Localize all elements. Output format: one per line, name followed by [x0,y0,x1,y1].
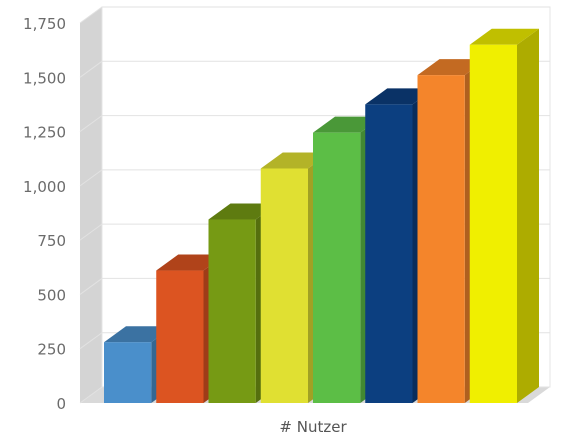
y-tick-label: 0 [56,395,66,413]
bar-top [104,326,174,343]
bar-top [260,152,330,169]
bar-front [365,104,413,403]
gridline [79,6,550,24]
y-axis: 0 250 500 750 1,000 1,250 1,500 1,750 [23,15,66,413]
bar-front [156,270,204,403]
bar-top [313,116,383,133]
bars [104,28,539,404]
bar-top [417,59,487,76]
y-tick-label: 1,250 [23,124,66,142]
x-axis-label: # Nutzer [279,418,347,436]
y-tick-label: 1,500 [23,69,66,87]
bar-front [469,44,517,403]
bar-side [517,28,539,403]
bar-front [104,342,152,403]
bar-top [208,203,278,220]
bar-front [208,219,256,403]
gridline [79,60,550,78]
y-tick-label: 1,000 [23,178,66,196]
bar-top [365,88,435,105]
y-tick-label: 1,750 [23,15,66,33]
bar [469,28,539,403]
bar-front [417,75,465,403]
bar-top [156,254,226,271]
y-tick-label: 500 [37,286,66,304]
chart-side-wall [80,7,102,403]
bar-front [313,132,361,403]
bar-front [260,168,308,403]
y-tick-label: 250 [37,341,66,359]
y-tick-label: 750 [37,232,66,250]
bar-top [469,28,539,45]
